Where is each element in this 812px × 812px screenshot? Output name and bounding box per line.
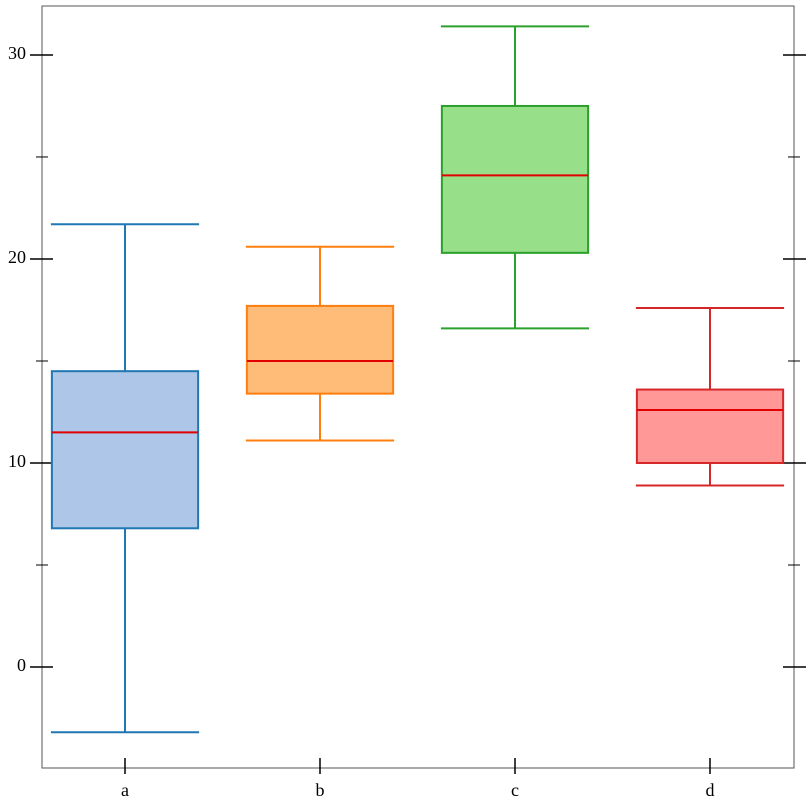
box xyxy=(245,304,395,395)
x-tick-label: b xyxy=(316,780,325,800)
y-tick-label: 10 xyxy=(8,451,26,471)
y-tick-label: 30 xyxy=(8,43,26,63)
x-tick-label: c xyxy=(511,780,519,800)
box xyxy=(50,370,200,530)
x-tick-label: d xyxy=(706,780,715,800)
y-tick-label: 20 xyxy=(8,247,26,267)
plot-frame xyxy=(41,5,795,769)
y-tick-label: 0 xyxy=(17,655,26,675)
x-tick-label: a xyxy=(121,780,129,800)
box xyxy=(635,388,785,464)
box xyxy=(440,104,590,254)
